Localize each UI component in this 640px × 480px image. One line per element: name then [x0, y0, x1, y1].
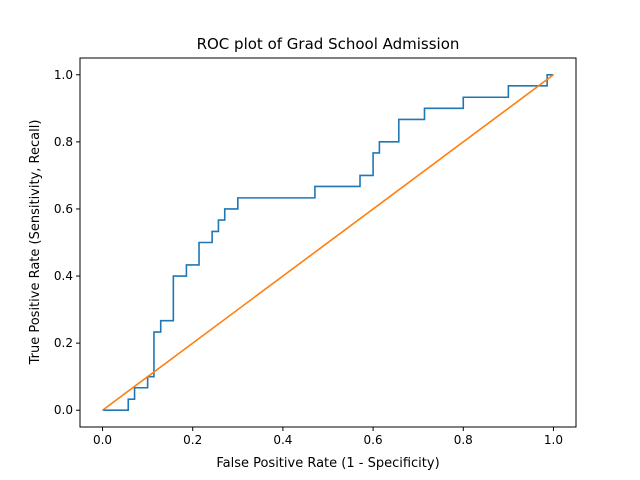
- x-tick-label: 0.6: [364, 433, 383, 447]
- x-tick-label: 0.0: [93, 433, 112, 447]
- y-tick-label: 1.0: [54, 68, 73, 82]
- x-tick-label: 1.0: [544, 433, 563, 447]
- y-tick-label: 0.0: [54, 403, 73, 417]
- ticks-layer: 0.0 0.2 0.4 0.6 0.8 1.0 0.0 0.2 0.4 0.6 0.8 1.0: [54, 68, 563, 447]
- x-tick-label: 0.2: [183, 433, 202, 447]
- y-axis-label: True Positive Rate (Sensitivity, Recall): [28, 120, 43, 366]
- y-tick-label: 0.4: [54, 269, 73, 283]
- roc-curve-line: [102, 73, 554, 412]
- x-tick-label: 0.4: [273, 433, 292, 447]
- y-tick-label: 0.8: [54, 135, 73, 149]
- plot-frame: [79, 57, 577, 428]
- x-tick-label: 0.8: [454, 433, 473, 447]
- x-axis-label: False Positive Rate (1 - Specificity): [216, 456, 439, 471]
- series-layer: [102, 73, 554, 412]
- diagonal-reference-line: [102, 74, 554, 411]
- y-tick-label: 0.2: [54, 336, 73, 350]
- chart-title: ROC plot of Grad School Admission: [197, 35, 460, 53]
- y-tick-label: 0.6: [54, 202, 73, 216]
